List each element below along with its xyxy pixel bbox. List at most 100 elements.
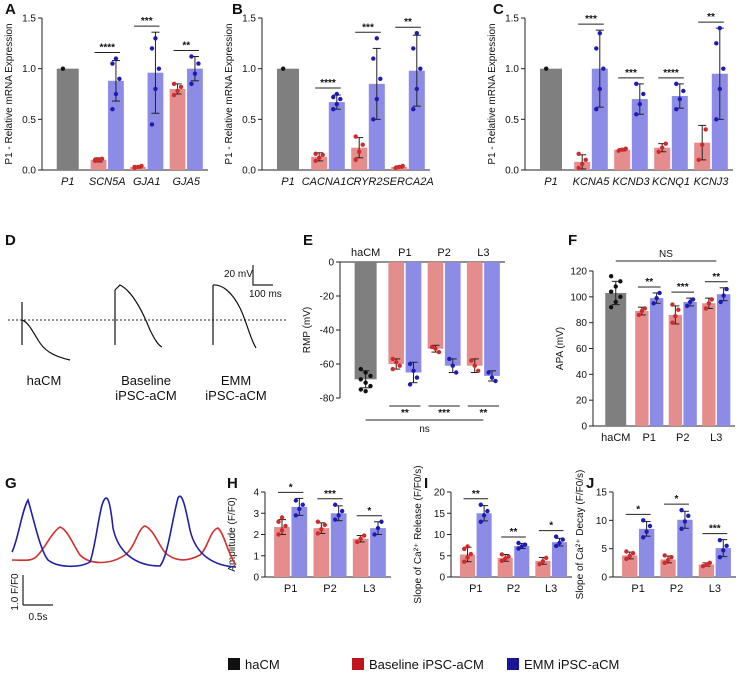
data-point [674, 81, 679, 87]
data-point [597, 31, 602, 36]
data-point [450, 363, 455, 368]
data-point [462, 546, 467, 552]
x-category-label: KCNA5 [573, 176, 611, 188]
legend-label: Baseline iPSC-aCM [369, 657, 484, 672]
bar [668, 314, 683, 426]
bar [351, 147, 368, 170]
data-point [368, 383, 373, 389]
data-point [679, 526, 684, 532]
panel-label-g: G [5, 475, 17, 492]
y-tick-label: 10 [596, 516, 608, 527]
bar [405, 262, 422, 373]
data-point [60, 66, 66, 71]
significance-label: *** [625, 68, 637, 79]
trace-label: EMM [221, 373, 251, 388]
data-point [135, 164, 141, 170]
data-point [654, 295, 659, 301]
data-point [639, 308, 645, 314]
y-tick-label: 80 [576, 318, 588, 329]
data-point [623, 146, 628, 151]
data-point [390, 366, 395, 372]
x-category-label: haCM [351, 247, 380, 259]
data-point [334, 101, 339, 107]
data-point [656, 149, 661, 154]
data-point [297, 506, 302, 512]
y-axis-label: Slope of Ca²⁺ Decay (F/F0/s) [575, 470, 586, 600]
data-point [363, 370, 368, 375]
y-tick-label: -60 [320, 360, 335, 371]
y-tick-label: -20 [320, 292, 335, 303]
panel-label-h: H [227, 475, 238, 492]
action-potential-trace [212, 284, 257, 349]
data-point [616, 148, 621, 153]
data-point [597, 86, 602, 92]
data-point [433, 346, 438, 351]
data-point [618, 294, 623, 300]
significance-label: * [549, 521, 553, 532]
scale-bar [252, 265, 273, 286]
bar [277, 68, 299, 170]
y-axis-label: P1 - Relative mRNA Expression [224, 23, 235, 164]
significance-label: **** [320, 78, 336, 89]
bar [635, 311, 649, 426]
panel-label-d: D [5, 232, 16, 249]
x-category-label: haCM [601, 432, 630, 444]
data-point [642, 306, 648, 311]
y-tick-label: 1.0 [22, 64, 36, 75]
data-point [92, 157, 98, 163]
data-point [522, 542, 528, 547]
significance-label: *** [709, 524, 721, 535]
data-point [189, 81, 194, 87]
data-point [149, 122, 155, 127]
data-point [721, 293, 726, 298]
bar [716, 294, 731, 426]
data-point [178, 84, 184, 90]
y-axis-label: RMP (mV) [302, 307, 313, 353]
data-point [613, 284, 618, 289]
significance-label: ** [707, 12, 715, 23]
data-point [332, 502, 338, 507]
bar [614, 149, 631, 170]
data-point [358, 366, 363, 372]
data-point [358, 536, 363, 541]
calcium-trace-baseline [11, 525, 237, 566]
data-point [429, 344, 435, 350]
data-point [714, 117, 719, 122]
panel-label-i: I [424, 475, 428, 492]
x-category-label: P1 [281, 176, 294, 188]
data-point [682, 519, 688, 524]
y-tick-label: 15 [596, 488, 608, 499]
data-point [317, 155, 322, 161]
y-axis-label: APA (mV) [555, 327, 566, 370]
y-tick-label: 0.0 [505, 166, 519, 177]
bar [313, 528, 330, 577]
x-category-label: P2 [323, 583, 336, 595]
data-point [634, 112, 639, 117]
x-category-label: P2 [507, 583, 520, 595]
bar [352, 538, 369, 577]
data-point [594, 46, 599, 51]
legend-item: Baseline iPSC-aCM [352, 657, 484, 672]
bar [702, 303, 716, 426]
y-axis-label: Amplitude (F/F0) [227, 497, 238, 571]
data-point [315, 531, 321, 536]
data-point [636, 312, 642, 318]
data-point [357, 149, 362, 154]
data-point [276, 532, 281, 537]
panel-label-j: J [586, 475, 594, 492]
data-point [704, 562, 709, 567]
x-category-label: GJA5 [172, 176, 200, 188]
panel-i: I 0 5 10 15 20 Slope of Ca²⁺ Release (F/F0/s) P… [413, 465, 572, 604]
y-tick-label: 20 [434, 488, 446, 499]
data-point [681, 88, 686, 94]
data-point [684, 303, 690, 309]
data-point [670, 320, 675, 325]
data-point [192, 71, 198, 76]
data-point [641, 535, 646, 540]
bar [551, 542, 567, 577]
data-point [397, 164, 402, 170]
y-tick-label: 3 [253, 509, 259, 520]
significance-label: *** [141, 16, 153, 27]
y-tick-label: 0.5 [242, 115, 256, 126]
data-point [320, 152, 325, 157]
